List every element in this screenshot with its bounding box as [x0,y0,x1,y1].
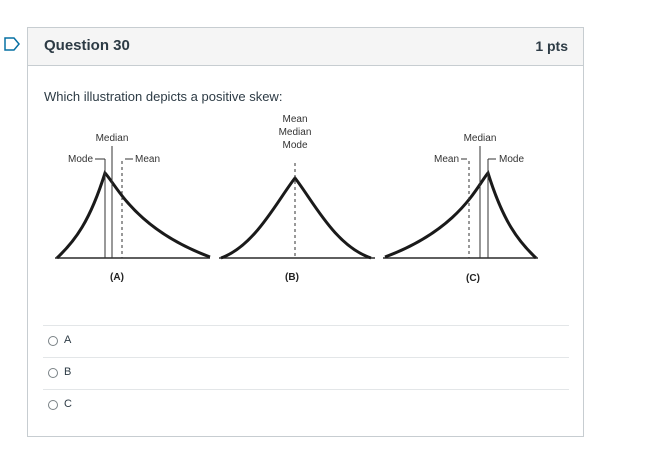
panel-b-mean-label: Mean [282,114,307,125]
panel-a-median-label: Median [96,133,129,144]
panel-a-mean-label: Mean [135,154,160,165]
panel-b: Mean Median Mode (B) [219,114,375,283]
answer-b-label[interactable]: B [64,366,72,378]
answer-option-b[interactable]: B [43,357,569,389]
skew-illustration: Median Mode Mean (A) Mean Median Mode (B… [55,111,538,299]
answer-b-radio[interactable] [48,368,58,378]
panel-b-mode-label: Mode [282,140,307,151]
panel-b-caption: (B) [285,272,299,283]
panel-c-caption: (C) [466,273,480,284]
question-points: 1 pts [535,38,568,54]
answer-option-c[interactable]: C [43,389,569,421]
answer-list: A B C [43,325,569,421]
panel-a-mode-label: Mode [68,154,93,165]
panel-b-median-label: Median [279,127,312,138]
question-header: Question 30 1 pts [28,28,583,66]
question-title: Question 30 [44,37,130,54]
panel-c-mode-label: Mode [499,154,524,165]
answer-c-label[interactable]: C [64,398,72,410]
panel-a: Median Mode Mean (A) [55,133,211,283]
answer-a-radio[interactable] [48,336,58,346]
answer-a-label[interactable]: A [64,334,72,346]
answer-option-a[interactable]: A [43,325,569,357]
panel-a-caption: (A) [110,272,124,283]
panel-c: Median Mean Mode (C) [383,133,538,284]
panel-c-mean-label: Mean [434,154,459,165]
panel-c-median-label: Median [464,133,497,144]
answer-c-radio[interactable] [48,400,58,410]
question-prompt: Which illustration depicts a positive sk… [44,89,283,104]
question-card: Question 30 1 pts Which illustration dep… [27,27,584,437]
flag-question-icon[interactable] [4,37,20,51]
